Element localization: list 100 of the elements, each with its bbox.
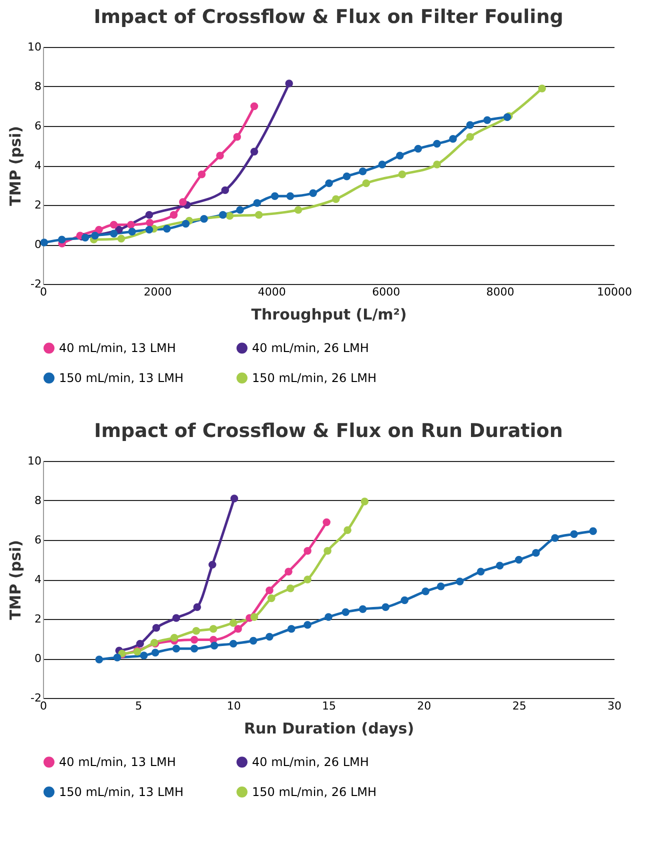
point bbox=[285, 80, 293, 88]
y-tick-label: 6 bbox=[34, 120, 42, 132]
x-tick-label: 8000 bbox=[486, 286, 514, 298]
point bbox=[496, 562, 504, 570]
point bbox=[266, 586, 274, 594]
point bbox=[249, 636, 258, 645]
point bbox=[322, 518, 330, 526]
point bbox=[466, 132, 474, 141]
x-axis-title: Throughput (L/m²) bbox=[251, 306, 407, 324]
y-tick-label: 2 bbox=[34, 612, 42, 626]
point bbox=[172, 614, 180, 622]
legend-label: 150 mL/min, 13 LMH bbox=[59, 371, 184, 385]
y-tick-label: -2 bbox=[30, 278, 42, 290]
point bbox=[152, 624, 160, 632]
y-tick-label: 4 bbox=[34, 573, 42, 586]
point bbox=[95, 656, 104, 664]
point bbox=[304, 576, 312, 584]
point bbox=[218, 211, 227, 219]
x-tick-label: 10 bbox=[226, 700, 241, 712]
legend-label: 150 mL/min, 26 LMH bbox=[252, 371, 377, 385]
legend-label: 40 mL/min, 13 LMH bbox=[59, 341, 176, 356]
legend-label: 40 mL/min, 13 LMH bbox=[59, 755, 176, 770]
point bbox=[226, 212, 234, 220]
point bbox=[151, 648, 160, 656]
point bbox=[360, 498, 369, 506]
y-axis-title: TMP (psi) bbox=[6, 540, 25, 620]
y-tick-label: 8 bbox=[34, 80, 42, 93]
point bbox=[304, 546, 312, 555]
point bbox=[200, 214, 208, 223]
legend-label: 150 mL/min, 26 LMH bbox=[252, 785, 377, 799]
point bbox=[449, 134, 457, 143]
point bbox=[358, 605, 367, 613]
point bbox=[145, 226, 154, 234]
point bbox=[179, 198, 187, 206]
point bbox=[170, 634, 178, 642]
point bbox=[210, 642, 218, 650]
legend-label: 40 mL/min, 26 LMH bbox=[252, 341, 369, 356]
x-tick-label: 20 bbox=[417, 700, 432, 712]
point bbox=[146, 218, 154, 227]
point bbox=[398, 170, 406, 178]
point bbox=[250, 613, 258, 621]
point bbox=[358, 168, 367, 176]
legend-label: 150 mL/min, 13 LMH bbox=[59, 785, 184, 799]
point bbox=[113, 654, 122, 662]
point bbox=[456, 578, 464, 586]
point bbox=[221, 186, 230, 194]
point bbox=[514, 556, 523, 564]
point bbox=[140, 652, 148, 660]
point bbox=[198, 170, 206, 178]
point bbox=[324, 546, 332, 555]
y-tick-label: 0 bbox=[34, 238, 42, 251]
point bbox=[332, 195, 340, 203]
point bbox=[110, 220, 118, 229]
point bbox=[250, 102, 258, 110]
point bbox=[192, 626, 200, 635]
point bbox=[551, 534, 559, 542]
y-tick-label: 4 bbox=[34, 159, 42, 172]
x-tick-label: 15 bbox=[322, 700, 336, 712]
x-tick-label: 30 bbox=[608, 700, 622, 712]
point bbox=[433, 140, 441, 148]
point bbox=[190, 636, 198, 644]
point bbox=[362, 179, 370, 188]
point bbox=[266, 632, 274, 641]
point bbox=[422, 587, 430, 596]
point bbox=[95, 226, 103, 234]
x-tick-label: 6000 bbox=[372, 286, 400, 298]
point bbox=[466, 121, 474, 129]
point bbox=[234, 625, 242, 633]
point bbox=[229, 640, 238, 648]
point bbox=[253, 199, 261, 207]
y-tick-label: 10 bbox=[28, 40, 42, 54]
y-tick-label: 8 bbox=[34, 494, 42, 507]
point bbox=[233, 132, 242, 141]
point bbox=[378, 160, 386, 168]
point bbox=[342, 172, 351, 180]
point bbox=[136, 640, 144, 648]
y-tick-label: 10 bbox=[28, 454, 42, 468]
point bbox=[209, 625, 218, 633]
point bbox=[284, 568, 292, 576]
x-tick-label: 2000 bbox=[144, 286, 172, 298]
point bbox=[172, 644, 180, 652]
x-tick-label: 4000 bbox=[258, 286, 286, 298]
point bbox=[436, 582, 445, 590]
x-tick-label: 25 bbox=[512, 700, 526, 712]
point bbox=[117, 234, 126, 242]
y-tick-label: 0 bbox=[34, 652, 42, 665]
point bbox=[309, 189, 317, 198]
point bbox=[589, 527, 597, 535]
point bbox=[190, 644, 198, 652]
y-axis-title: TMP (psi) bbox=[6, 126, 25, 206]
chart-title: Impact of Crossflow & Flux on Filter Fouling bbox=[94, 6, 564, 28]
point bbox=[145, 211, 154, 219]
point bbox=[570, 530, 578, 538]
point bbox=[128, 228, 136, 236]
point bbox=[532, 548, 540, 557]
point bbox=[91, 232, 99, 240]
point bbox=[230, 494, 238, 502]
point bbox=[324, 613, 332, 621]
point bbox=[476, 568, 485, 576]
x-axis-title: Run Duration (days) bbox=[244, 720, 414, 738]
